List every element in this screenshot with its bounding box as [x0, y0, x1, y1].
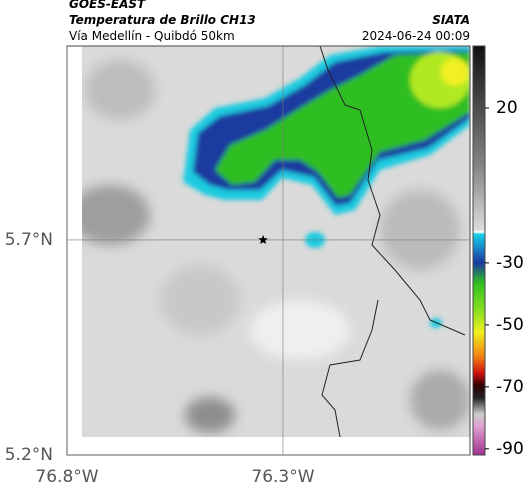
title: GOES-EAST: [69, 0, 146, 11]
colorbar: [472, 45, 486, 456]
colorbar-tick-label: -30: [496, 253, 524, 273]
y-tick-label: 5.2°N: [5, 445, 53, 465]
colorbar-tick-label: -50: [496, 315, 524, 335]
subtitle: Temperatura de Brillo CH13: [69, 13, 256, 27]
colorbar-tick-label: -70: [496, 377, 524, 397]
x-tick-label: 76.8°W: [35, 467, 98, 487]
timestamp: 2024-06-24 00:09: [362, 29, 470, 43]
x-tick-label: 76.3°W: [251, 467, 314, 487]
y-tick-label: 5.7°N: [5, 230, 53, 250]
colorbar-tick-label: -90: [496, 439, 524, 459]
satellite-image: [82, 46, 470, 437]
route: Vía Medellín - Quibdó 50km: [69, 29, 235, 43]
source: SIATA: [432, 13, 470, 27]
location-marker: [258, 235, 268, 244]
colorbar-tick-label: 20: [496, 98, 518, 118]
